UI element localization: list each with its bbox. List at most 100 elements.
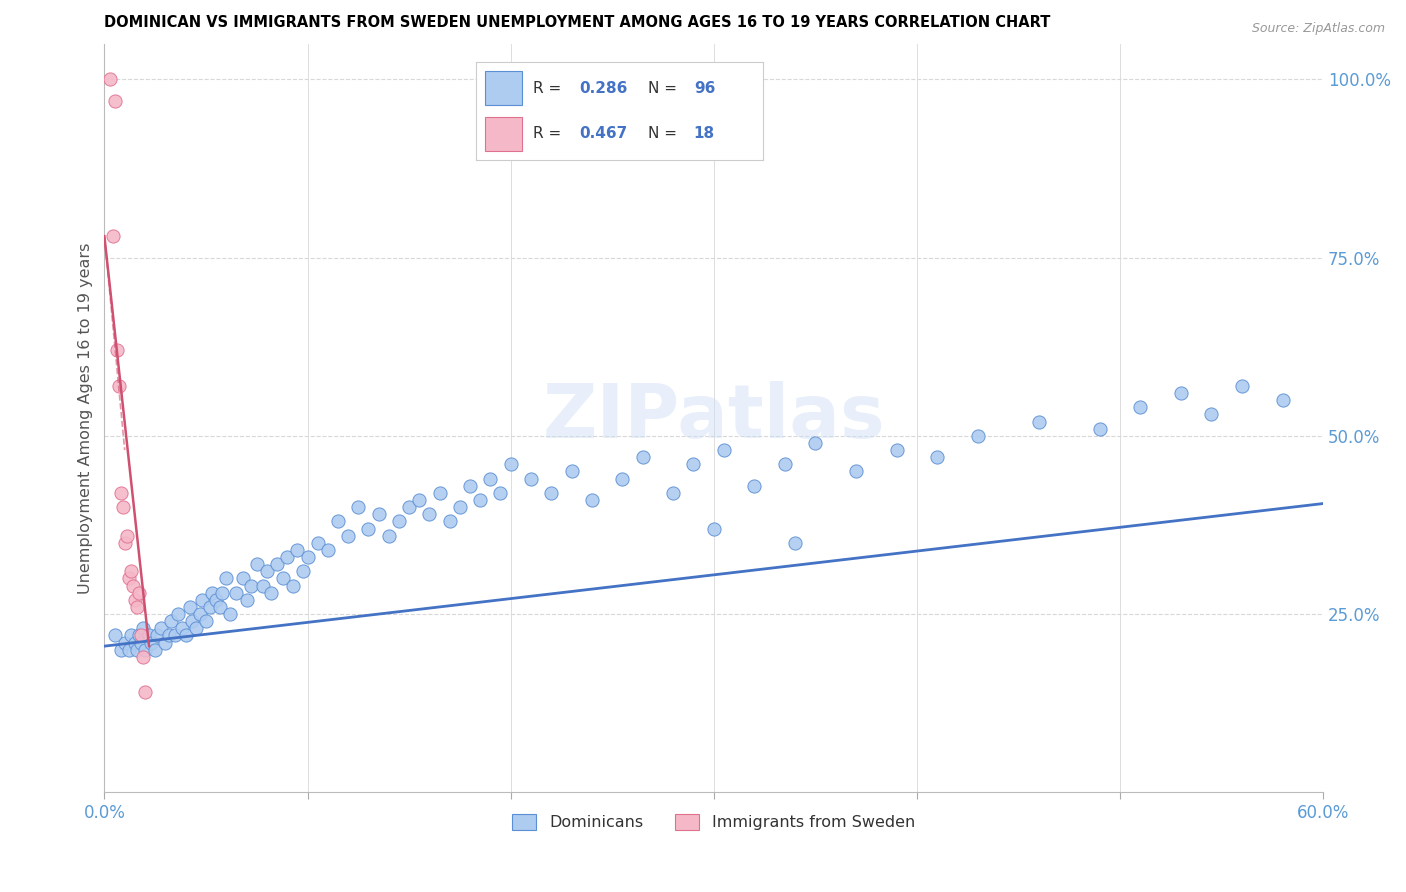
Point: [561, 465, 583, 479]
Point: [215, 571, 238, 585]
Point: [1170, 386, 1192, 401]
Point: [174, 628, 197, 642]
Point: [114, 635, 136, 649]
Point: [260, 585, 283, 599]
Point: [118, 642, 141, 657]
Point: [132, 621, 155, 635]
Y-axis label: Unemployment Among Ages 16 to 19 years: Unemployment Among Ages 16 to 19 years: [79, 243, 93, 594]
Point: [377, 528, 399, 542]
Point: [120, 564, 142, 578]
Point: [239, 578, 262, 592]
Point: [662, 486, 685, 500]
Point: [744, 479, 766, 493]
Point: [103, 628, 125, 642]
Point: [285, 542, 308, 557]
Point: [166, 607, 188, 621]
Point: [115, 528, 138, 542]
Point: [160, 614, 183, 628]
Point: [1028, 415, 1050, 429]
Point: [179, 599, 201, 614]
Point: [165, 628, 187, 642]
Point: [105, 343, 128, 358]
Point: [191, 592, 214, 607]
Point: [188, 607, 211, 621]
Point: [479, 472, 502, 486]
Point: [170, 621, 193, 635]
Text: ZIPatlas: ZIPatlas: [543, 382, 884, 455]
Legend: Dominicans, Immigrants from Sweden: Dominicans, Immigrants from Sweden: [506, 807, 921, 837]
Point: [540, 486, 562, 500]
Point: [326, 514, 349, 528]
Text: DOMINICAN VS IMMIGRANTS FROM SWEDEN UNEMPLOYMENT AMONG AGES 16 TO 19 YEARS CORRE: DOMINICAN VS IMMIGRANTS FROM SWEDEN UNEM…: [104, 15, 1050, 30]
Point: [337, 528, 360, 542]
Point: [439, 514, 461, 528]
Point: [266, 557, 288, 571]
Point: [100, 72, 122, 87]
Point: [155, 635, 177, 649]
Point: [128, 628, 150, 642]
Point: [292, 564, 315, 578]
Point: [449, 500, 471, 515]
Point: [458, 479, 481, 493]
Point: [132, 649, 155, 664]
Point: [408, 493, 430, 508]
Point: [307, 535, 329, 549]
Point: [134, 642, 156, 657]
Point: [129, 635, 152, 649]
Point: [804, 436, 827, 450]
Point: [966, 429, 988, 443]
Point: [129, 628, 152, 642]
Point: [231, 571, 253, 585]
Point: [125, 642, 148, 657]
Point: [316, 542, 339, 557]
Point: [773, 458, 796, 472]
Point: [120, 628, 142, 642]
Point: [357, 521, 380, 535]
Point: [157, 628, 180, 642]
Point: [146, 628, 169, 642]
Point: [121, 578, 143, 592]
Point: [124, 635, 146, 649]
Point: [845, 465, 868, 479]
Point: [1201, 408, 1223, 422]
Point: [418, 508, 440, 522]
Point: [470, 493, 492, 508]
Point: [114, 535, 136, 549]
Point: [201, 585, 224, 599]
Point: [1271, 393, 1294, 408]
Point: [150, 621, 173, 635]
Point: [682, 458, 704, 472]
Point: [103, 94, 125, 108]
Point: [612, 472, 634, 486]
Point: [225, 585, 247, 599]
Point: [276, 549, 298, 564]
Point: [180, 614, 202, 628]
Point: [211, 585, 233, 599]
Point: [118, 571, 141, 585]
Point: [143, 642, 166, 657]
Point: [235, 592, 257, 607]
Point: [209, 599, 232, 614]
Point: [271, 571, 294, 585]
Point: [886, 443, 908, 458]
Point: [134, 685, 156, 699]
Point: [125, 599, 148, 614]
Point: [246, 557, 269, 571]
Point: [367, 508, 389, 522]
Point: [110, 486, 132, 500]
Point: [388, 514, 411, 528]
Point: [194, 614, 217, 628]
Point: [520, 472, 543, 486]
Text: Source: ZipAtlas.com: Source: ZipAtlas.com: [1251, 22, 1385, 36]
Point: [256, 564, 278, 578]
Point: [1088, 422, 1111, 436]
Point: [107, 379, 129, 393]
Point: [1230, 379, 1253, 393]
Point: [198, 599, 221, 614]
Point: [219, 607, 242, 621]
Point: [499, 458, 522, 472]
Point: [713, 443, 735, 458]
Point: [111, 500, 134, 515]
Point: [205, 592, 228, 607]
Point: [581, 493, 603, 508]
